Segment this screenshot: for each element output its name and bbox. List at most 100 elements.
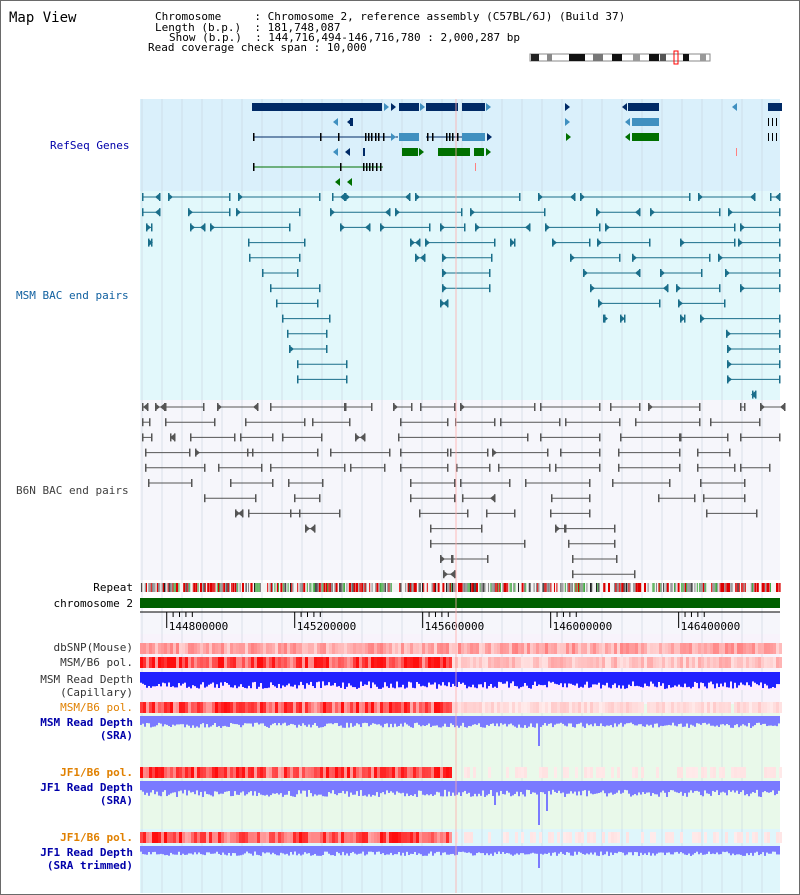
msm-depth-sra-bar xyxy=(236,716,238,725)
msm-depth-sra-bar xyxy=(460,716,462,726)
jf1-depth-trim-bar xyxy=(690,846,692,856)
msm-depth-cap-bar xyxy=(698,672,700,689)
dbsnp-cell xyxy=(143,643,146,654)
msm-depth-sra-bar xyxy=(640,716,642,725)
msm-depth-cap-bar xyxy=(154,672,156,687)
msm-pair-end xyxy=(779,253,781,262)
msm-pol-cell xyxy=(452,657,455,668)
jf1-depth-trim-bar xyxy=(754,846,756,853)
jf1-depth-sra-bar xyxy=(312,781,314,797)
dbsnp-cell xyxy=(605,643,608,654)
msm-depth-cap-bar xyxy=(462,672,464,683)
msm-pol-cell xyxy=(302,657,305,668)
msm-pol2-cell xyxy=(233,702,236,713)
msm-pol-cell xyxy=(179,657,182,668)
msm-depth-cap-bar xyxy=(492,672,494,688)
jf1-depth-trim-bar xyxy=(582,846,584,854)
jf1-pol-cell xyxy=(701,767,704,778)
jf1-depth-sra-bar xyxy=(166,781,168,797)
msm-depth-sra-bar xyxy=(324,716,326,727)
dbsnp-cell xyxy=(401,643,404,654)
msm-pol2-cell xyxy=(578,702,581,713)
repeat-element xyxy=(327,583,329,592)
gene-block xyxy=(462,133,485,141)
repeat-element xyxy=(467,583,469,592)
dbsnp-cell xyxy=(278,643,281,654)
jf1-depth-sra-bar xyxy=(604,781,606,794)
jf1-pol2-cell xyxy=(653,832,656,843)
jf1-pol-cell xyxy=(740,767,743,778)
msm-pol2-cell xyxy=(200,702,203,713)
msm-depth-sra-bar xyxy=(760,716,762,725)
jf1-pol2-cell xyxy=(191,832,194,843)
jf1-depth-sra-label2: (SRA) xyxy=(99,794,133,807)
dbsnp-cell xyxy=(704,643,707,654)
msm-pol2-cell xyxy=(725,702,728,713)
jf1-depth-trim-bar xyxy=(600,846,602,852)
msm-depth-sra-label1: MSM Read Depth xyxy=(40,716,133,729)
b6n-pair-end xyxy=(411,403,413,411)
msm-depth-sra-bar xyxy=(292,716,294,725)
b6n-pair-arrow xyxy=(170,433,175,442)
jf1-pol2-cell xyxy=(266,832,269,843)
jf1-depth-trim-bar xyxy=(288,846,290,856)
jf1-depth-trim-bar xyxy=(302,846,304,855)
gene-block xyxy=(438,148,470,156)
msm-depth-cap-bar xyxy=(338,672,340,687)
msm-pol2-cell xyxy=(365,702,368,713)
repeat-element xyxy=(189,583,191,592)
msm-depth-cap-bar xyxy=(386,672,388,687)
repeat-element xyxy=(574,583,576,592)
repeat-element xyxy=(699,583,701,592)
repeat-element xyxy=(711,583,713,592)
msm-pol-cell xyxy=(242,657,245,668)
msm-pair-end xyxy=(589,238,591,247)
repeat-element xyxy=(504,583,507,592)
msm-depth-sra-label2: (SRA) xyxy=(99,729,133,742)
jf1-pol-cell xyxy=(680,767,683,778)
jf1-depth-sra-bar xyxy=(258,781,260,793)
repeat-element xyxy=(257,583,259,592)
dbsnp-cell xyxy=(362,643,365,654)
repeat-element xyxy=(623,583,625,592)
msm-pol2-cell xyxy=(683,702,686,713)
dbsnp-cell xyxy=(731,643,734,654)
msm-pol-cell xyxy=(506,657,509,668)
dbsnp-cell xyxy=(212,643,215,654)
b6n-pair-end xyxy=(142,433,144,442)
jf1-pol-cell xyxy=(179,767,182,778)
dbsnp-cell xyxy=(314,643,317,654)
msm-pol2-cell xyxy=(740,702,743,713)
msm-depth-sra-bar xyxy=(558,716,560,724)
msm-pol2-cell xyxy=(590,702,593,713)
jf1-depth-sra-bar xyxy=(242,781,244,792)
jf1-depth-sra-bar xyxy=(648,781,650,793)
jf1-pol2-cell xyxy=(353,832,356,843)
jf1-depth-sra-bar xyxy=(372,781,374,795)
repeat-element xyxy=(674,583,675,592)
repeat-element xyxy=(626,583,627,592)
msm-pair-arrow xyxy=(440,299,445,308)
msm-depth-cap-bar xyxy=(232,672,234,688)
jf1-depth-trim-bar xyxy=(408,846,410,856)
msm-pol-cell xyxy=(698,657,701,668)
msm-depth-sra-bar xyxy=(446,716,448,727)
repeat-element xyxy=(543,583,545,592)
b6n-pair-end xyxy=(635,418,637,427)
jf1-depth-trim-bar xyxy=(514,846,516,855)
gene-arrow-right xyxy=(391,103,396,111)
msm-depth-sra-bar xyxy=(362,716,364,724)
msm-pol-cell xyxy=(722,657,725,668)
jf1-pol2-cell xyxy=(404,832,407,843)
msm-pol-cell xyxy=(323,657,326,668)
repeat-element xyxy=(452,583,453,592)
jf1-depth-trim-bar xyxy=(694,846,696,854)
msm-depth-sra-bar xyxy=(336,716,338,724)
msm-depth-cap-bar xyxy=(656,672,658,688)
dbsnp-cell xyxy=(542,643,545,654)
msm-pol2-cell xyxy=(761,702,764,713)
msm-depth-cap-bar xyxy=(420,672,422,687)
msm-depth-cap-bar xyxy=(558,672,560,685)
jf1-pol-cell xyxy=(602,767,605,778)
dbsnp-cell xyxy=(404,643,407,654)
